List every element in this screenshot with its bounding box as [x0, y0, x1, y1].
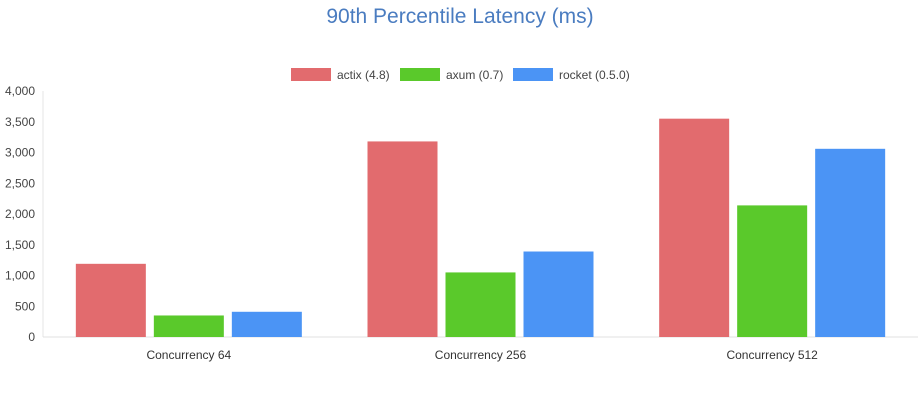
- x-category-label: Concurrency 64: [146, 348, 231, 362]
- bar-rocket-2[interactable]: [523, 251, 594, 337]
- x-axis: Concurrency 64 Concurrency 256 Concurrency…: [146, 348, 818, 362]
- legend-label-actix: actix (4.8): [337, 68, 390, 82]
- y-tick-label: 3,500: [5, 115, 35, 129]
- y-tick-label: 2,500: [5, 176, 35, 190]
- bar-rocket-1[interactable]: [231, 311, 302, 337]
- x-category-label: Concurrency 256: [435, 348, 527, 362]
- bar-actix-3[interactable]: [659, 118, 730, 337]
- bar-rocket-3[interactable]: [815, 148, 886, 337]
- bar-actix-1[interactable]: [75, 263, 146, 337]
- legend-swatch-axum: [400, 68, 440, 81]
- y-tick-label: 3,000: [5, 146, 35, 160]
- legend-swatch-rocket: [513, 68, 553, 81]
- y-tick-label: 1,500: [5, 238, 35, 252]
- bar-axum-1[interactable]: [153, 315, 224, 337]
- y-tick-label: 4,000: [5, 84, 35, 98]
- legend-swatch-actix: [291, 68, 331, 81]
- y-tick-label: 1,000: [5, 269, 35, 283]
- legend-item-actix[interactable]: actix (4.8): [291, 68, 390, 82]
- chart-title: 90th Percentile Latency (ms): [326, 5, 593, 28]
- legend-item-rocket[interactable]: rocket (0.5.0): [513, 68, 630, 82]
- legend-label-axum: axum (0.7): [446, 68, 503, 82]
- legend: actix (4.8) axum (0.7) rocket (0.5.0): [291, 68, 630, 82]
- bar-axum-3[interactable]: [737, 205, 808, 337]
- legend-label-rocket: rocket (0.5.0): [559, 68, 630, 82]
- y-tick-label: 500: [15, 299, 35, 313]
- legend-item-axum[interactable]: axum (0.7): [400, 68, 503, 82]
- bars: [75, 118, 886, 337]
- y-tick-label: 0: [28, 330, 35, 344]
- x-category-label: Concurrency 512: [726, 348, 818, 362]
- y-tick-label: 2,000: [5, 207, 35, 221]
- bar-actix-2[interactable]: [367, 141, 438, 337]
- bar-axum-2[interactable]: [445, 272, 516, 337]
